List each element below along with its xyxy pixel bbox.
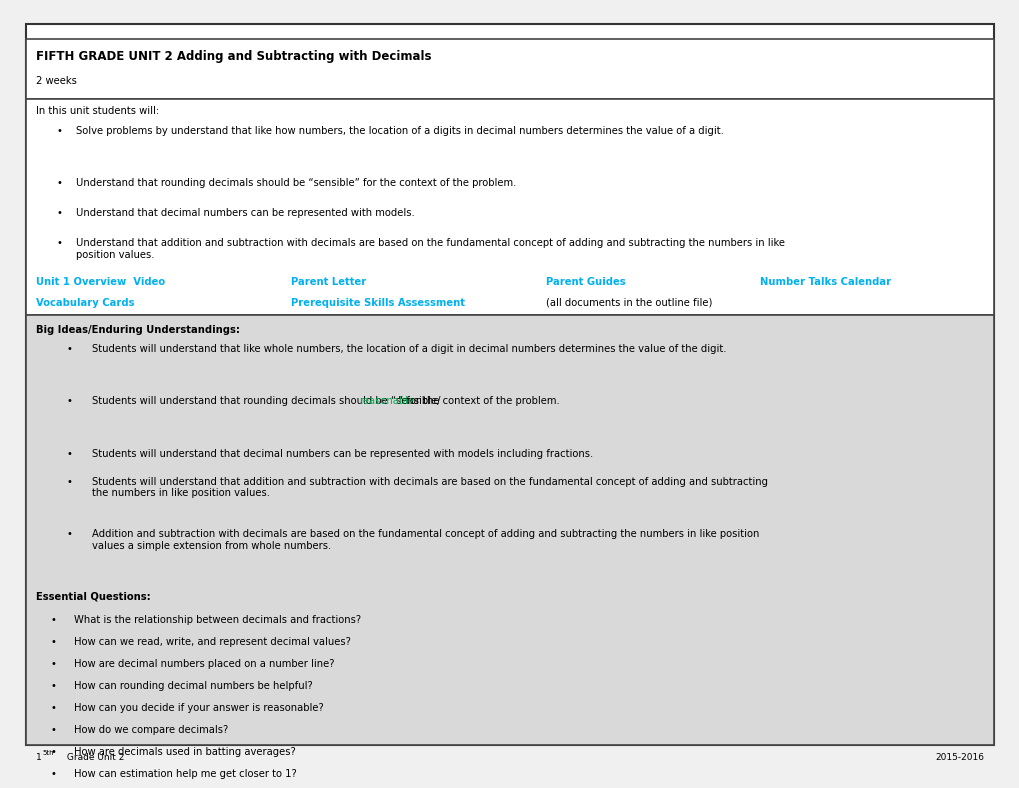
- Text: How are decimals used in batting averages?: How are decimals used in batting average…: [74, 747, 296, 757]
- Text: •: •: [66, 344, 72, 354]
- Text: •: •: [66, 396, 72, 406]
- Text: •: •: [51, 637, 57, 647]
- Text: 2015-2016: 2015-2016: [934, 753, 983, 762]
- Text: 5th: 5th: [43, 750, 54, 756]
- Text: Solve problems by understand that like how numbers, the location of a digits in : Solve problems by understand that like h…: [76, 126, 723, 136]
- Text: How are decimal numbers placed on a number line?: How are decimal numbers placed on a numb…: [74, 659, 334, 669]
- Text: 2 weeks: 2 weeks: [36, 76, 76, 86]
- Text: How do we compare decimals?: How do we compare decimals?: [74, 725, 228, 735]
- Text: What is the relationship between decimals and fractions?: What is the relationship between decimal…: [74, 615, 361, 625]
- Text: •: •: [51, 659, 57, 669]
- Text: Unit 1 Overview  Video: Unit 1 Overview Video: [36, 277, 165, 288]
- Text: Addition and subtraction with decimals are based on the fundamental concept of a: Addition and subtraction with decimals a…: [92, 530, 758, 551]
- Text: Number Talks Calendar: Number Talks Calendar: [759, 277, 891, 288]
- Text: Essential Questions:: Essential Questions:: [36, 591, 151, 601]
- Text: In this unit students will:: In this unit students will:: [36, 106, 159, 116]
- Text: 1: 1: [36, 753, 42, 762]
- Text: •: •: [51, 703, 57, 713]
- Text: How can rounding decimal numbers be helpful?: How can rounding decimal numbers be help…: [74, 681, 313, 691]
- Text: •: •: [56, 239, 62, 248]
- Text: Parent Letter: Parent Letter: [290, 277, 366, 288]
- Text: Big Ideas/Enduring Understandings:: Big Ideas/Enduring Understandings:: [36, 325, 239, 335]
- Text: How can you decide if your answer is reasonable?: How can you decide if your answer is rea…: [74, 703, 324, 713]
- Text: Understand that decimal numbers can be represented with models.: Understand that decimal numbers can be r…: [76, 209, 415, 218]
- Text: •: •: [51, 681, 57, 691]
- Text: •: •: [51, 615, 57, 625]
- Text: How can we read, write, and represent decimal values?: How can we read, write, and represent de…: [74, 637, 351, 647]
- Text: •: •: [51, 725, 57, 735]
- Text: •: •: [56, 209, 62, 218]
- Text: •: •: [66, 477, 72, 487]
- Text: Students will understand that rounding decimals should be “sensible/: Students will understand that rounding d…: [92, 396, 440, 406]
- Text: (all documents in the outline file): (all documents in the outline file): [545, 298, 711, 308]
- Text: •: •: [56, 126, 62, 136]
- Text: Understand that rounding decimals should be “sensible” for the context of the pr: Understand that rounding decimals should…: [76, 179, 517, 188]
- Text: •: •: [51, 769, 57, 779]
- Text: reasonable: reasonable: [359, 396, 414, 406]
- Bar: [25, 315, 994, 745]
- Text: Vocabulary Cards: Vocabulary Cards: [36, 298, 135, 308]
- Text: •: •: [66, 448, 72, 459]
- Text: Prerequisite Skills Assessment: Prerequisite Skills Assessment: [290, 298, 465, 308]
- Text: Parent Guides: Parent Guides: [545, 277, 625, 288]
- Text: FIFTH GRADE UNIT 2 Adding and Subtracting with Decimals: FIFTH GRADE UNIT 2 Adding and Subtractin…: [36, 50, 431, 62]
- Text: •: •: [66, 530, 72, 539]
- Text: •: •: [51, 747, 57, 757]
- Bar: [25, 98, 994, 315]
- Text: Students will understand that decimal numbers can be represented with models inc: Students will understand that decimal nu…: [92, 448, 592, 459]
- Text: Understand that addition and subtraction with decimals are based on the fundamen: Understand that addition and subtraction…: [76, 239, 785, 260]
- Text: ” for the context of the problem.: ” for the context of the problem.: [397, 396, 559, 406]
- Text: Grade Unit 2: Grade Unit 2: [64, 753, 124, 762]
- Text: Students will understand that like whole numbers, the location of a digit in dec: Students will understand that like whole…: [92, 344, 726, 354]
- Bar: [25, 39, 994, 98]
- Text: Students will understand that addition and subtraction with decimals are based o: Students will understand that addition a…: [92, 477, 767, 499]
- Text: •: •: [56, 179, 62, 188]
- Text: How can estimation help me get closer to 1?: How can estimation help me get closer to…: [74, 769, 297, 779]
